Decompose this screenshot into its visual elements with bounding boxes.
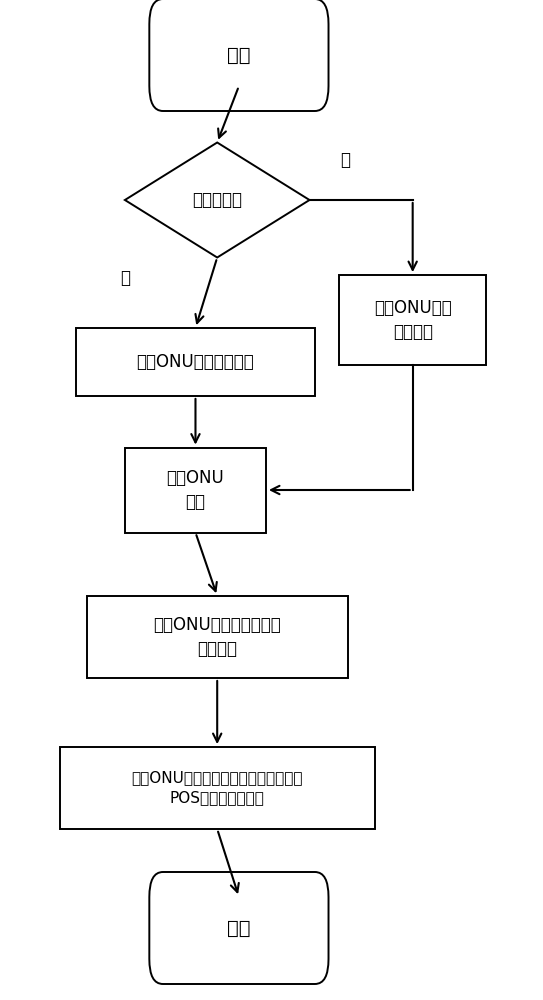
Text: 是: 是 xyxy=(120,269,130,287)
Bar xyxy=(76,328,315,396)
FancyBboxPatch shape xyxy=(149,0,329,111)
Text: 配置ONU的用户侧接口：以太网接口，
POS接口等业务参数: 配置ONU的用户侧接口：以太网接口， POS接口等业务参数 xyxy=(131,771,303,805)
Text: 指定ONU
型号: 指定ONU 型号 xyxy=(167,469,224,511)
Polygon shape xyxy=(125,142,310,257)
Text: 配置ONU的光链路参数等
公共配置: 配置ONU的光链路参数等 公共配置 xyxy=(153,616,281,658)
Text: 结束: 结束 xyxy=(227,918,251,938)
Text: 确认ONU认证
特征参数: 确认ONU认证 特征参数 xyxy=(374,299,452,341)
Text: 开始: 开始 xyxy=(227,45,251,64)
Text: 否: 否 xyxy=(340,151,350,169)
Text: 是否预配置: 是否预配置 xyxy=(192,191,242,209)
Bar xyxy=(60,747,375,829)
Bar xyxy=(339,275,486,365)
Text: 配置ONU认证特征参数: 配置ONU认证特征参数 xyxy=(137,353,254,371)
FancyBboxPatch shape xyxy=(149,872,329,984)
Bar xyxy=(125,448,266,532)
Bar xyxy=(87,596,348,678)
